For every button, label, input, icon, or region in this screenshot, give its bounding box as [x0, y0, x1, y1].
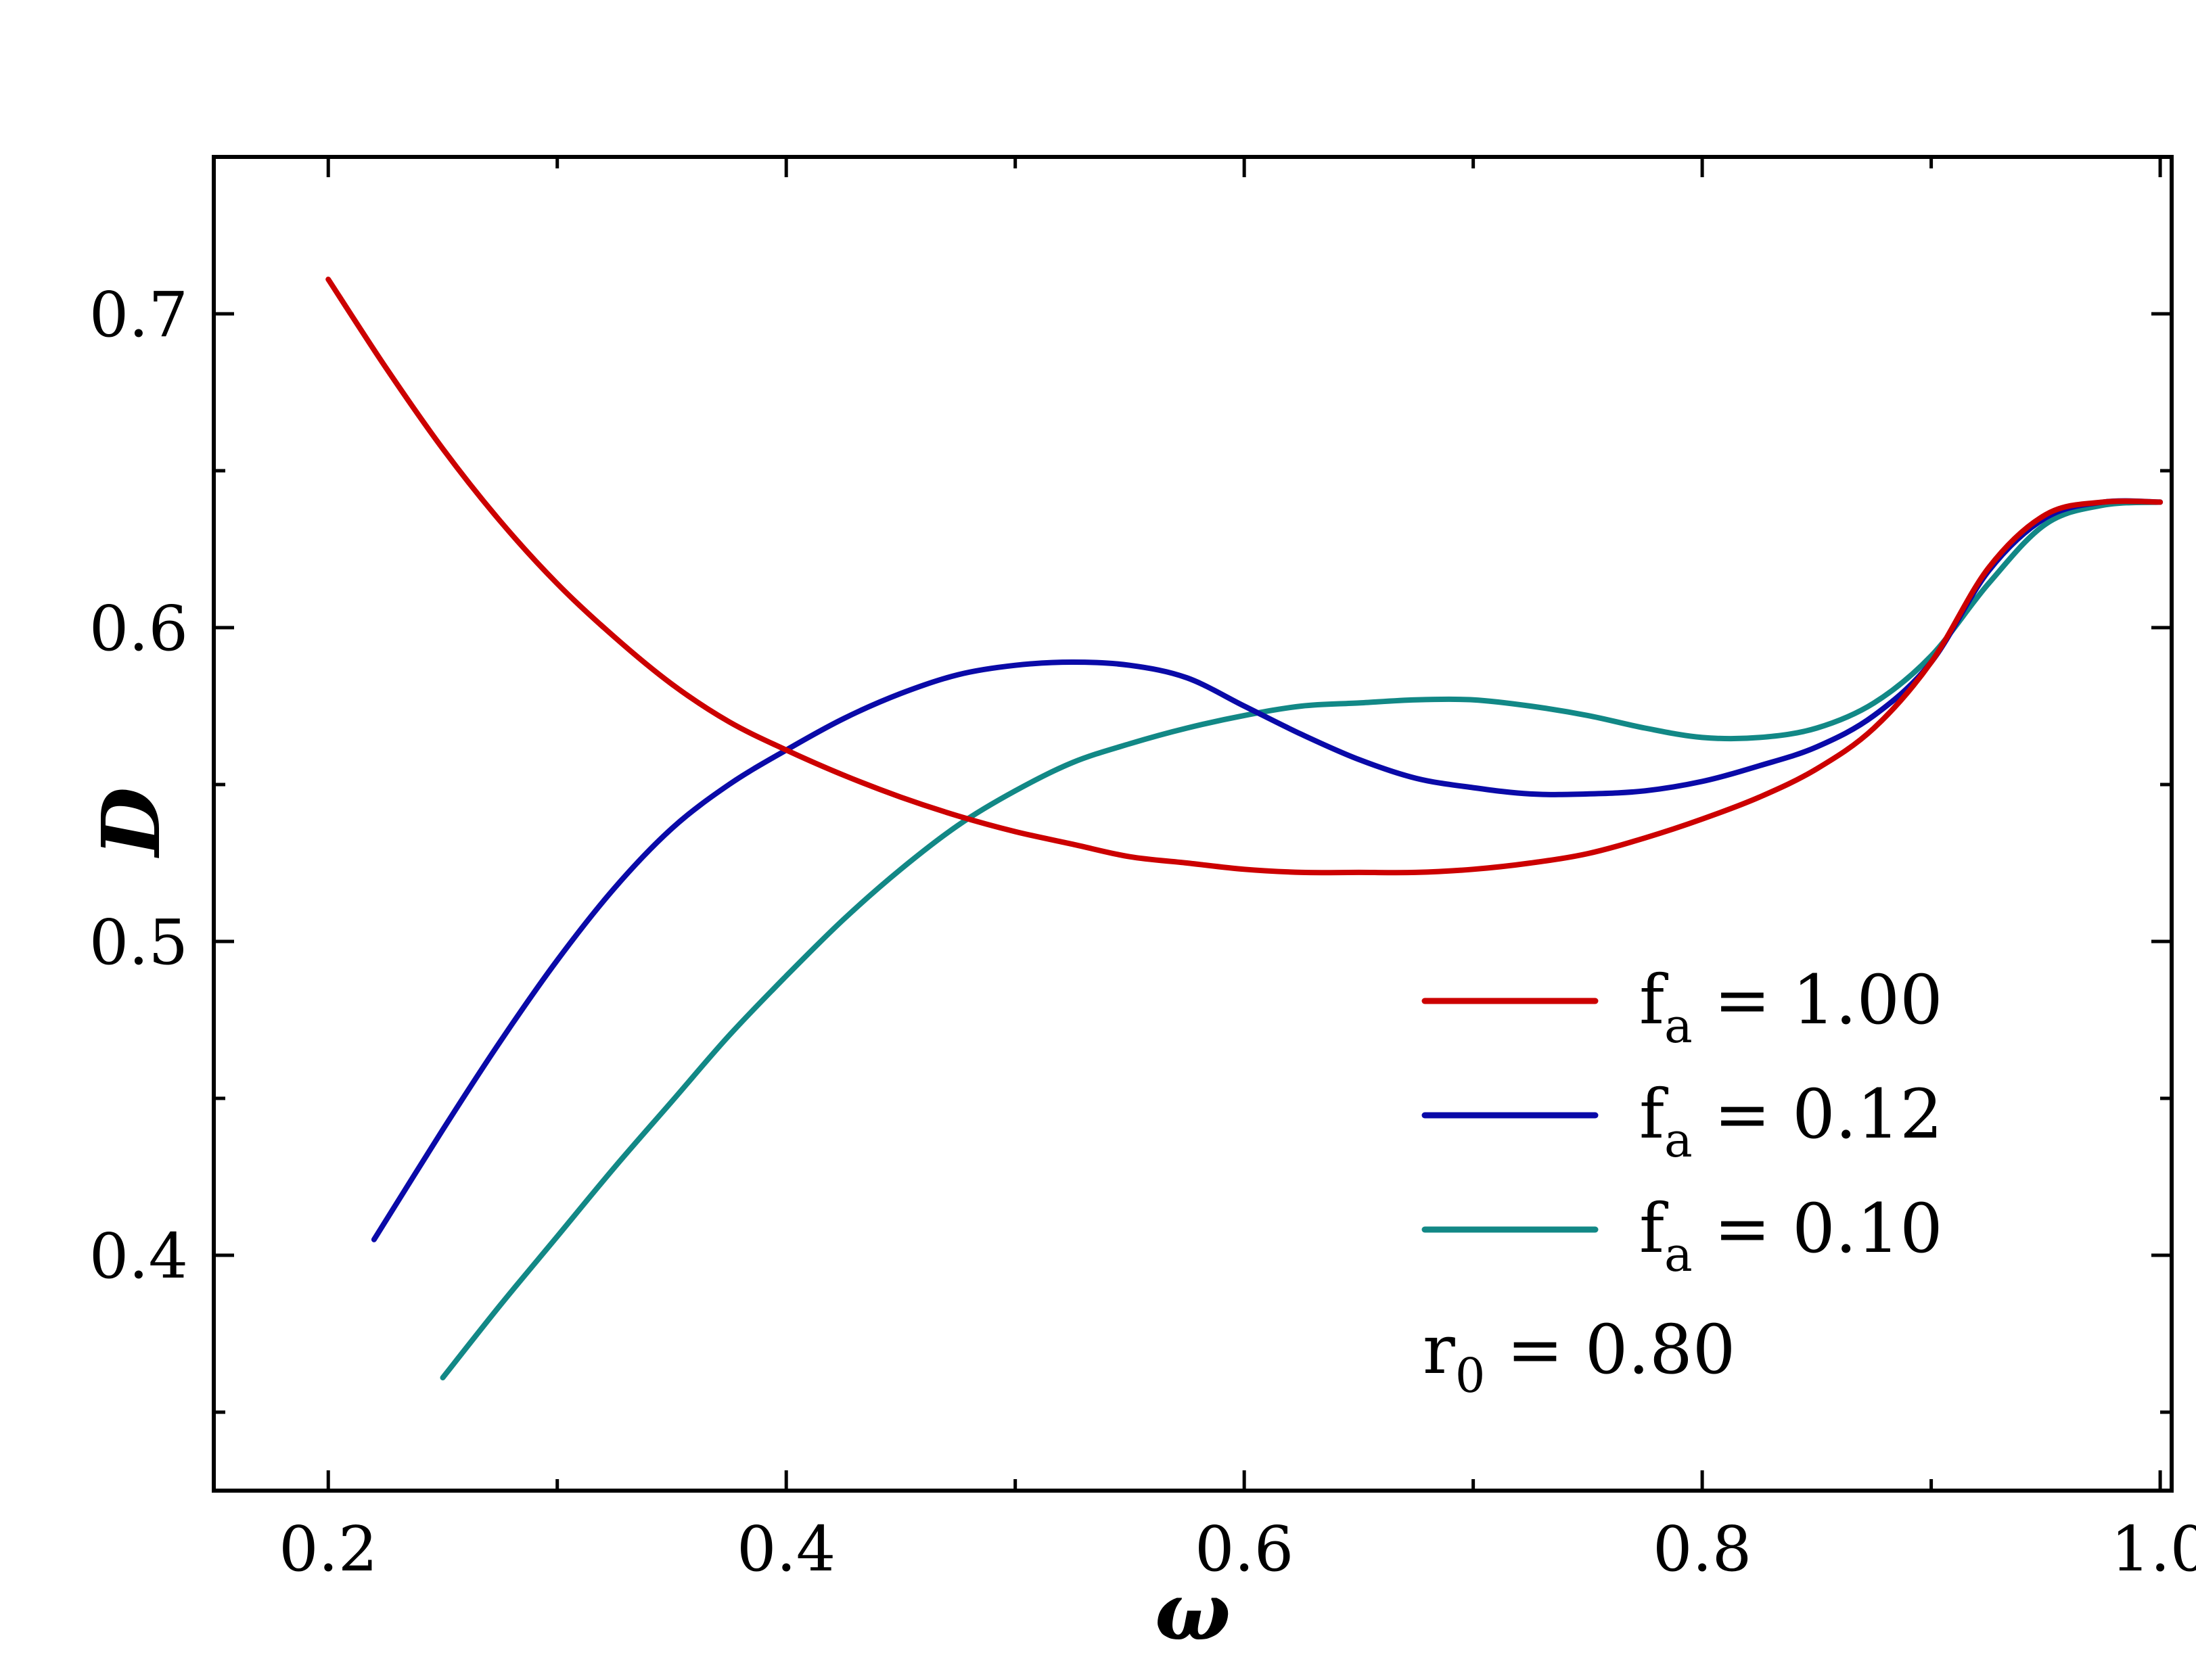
- legend-label-value: = 1.00: [1693, 960, 1943, 1040]
- major-ticks: [214, 157, 2172, 1491]
- y-tick-label: 0.4: [89, 1220, 188, 1292]
- x-tick-label: 0.8: [1653, 1513, 1752, 1585]
- legend-label: fa = 1.00: [1639, 960, 1943, 1054]
- y-tick-label: 0.7: [89, 279, 188, 351]
- legend-label: fa = 0.12: [1639, 1075, 1943, 1168]
- y-tick-label: 0.6: [89, 592, 188, 665]
- legend-label-sub: a: [1664, 998, 1693, 1054]
- legend-label-sub: a: [1664, 1113, 1693, 1168]
- y-axis-title: D: [84, 787, 178, 858]
- x-axis-title: ω: [1155, 1564, 1231, 1658]
- legend-label-value: = 0.12: [1693, 1075, 1943, 1154]
- series-line-2: [440, 499, 2164, 1380]
- legend-label: fa = 0.10: [1639, 1189, 1943, 1282]
- legend-label-value: = 0.10: [1693, 1189, 1943, 1268]
- legend-label-main: f: [1639, 960, 1669, 1040]
- series-group: [325, 277, 2164, 1380]
- tick-labels: 0.2 0.4 0.6 0.8 1.0 0.4 0.5 0.6 0.7: [89, 279, 2196, 1585]
- x-tick-label: 1.0: [2111, 1513, 2196, 1585]
- legend-label-main: f: [1639, 1075, 1669, 1154]
- annotation-value: = 0.80: [1485, 1310, 1735, 1389]
- legend-label-sub: a: [1664, 1227, 1693, 1282]
- x-tick-label: 0.2: [279, 1513, 378, 1585]
- x-tick-label: 0.4: [737, 1513, 836, 1585]
- legend-label-main: f: [1639, 1189, 1669, 1268]
- series-line-1: [371, 498, 2164, 1242]
- plot-frame: [212, 155, 2174, 1493]
- annotation-main: r: [1423, 1310, 1455, 1389]
- annotation-sub: 0: [1455, 1348, 1486, 1403]
- y-tick-label: 0.5: [89, 906, 188, 979]
- x-tick-label: 0.6: [1195, 1513, 1294, 1585]
- annotation-r0: r0 = 0.80: [1423, 1310, 1735, 1403]
- series-line-0: [325, 277, 2164, 876]
